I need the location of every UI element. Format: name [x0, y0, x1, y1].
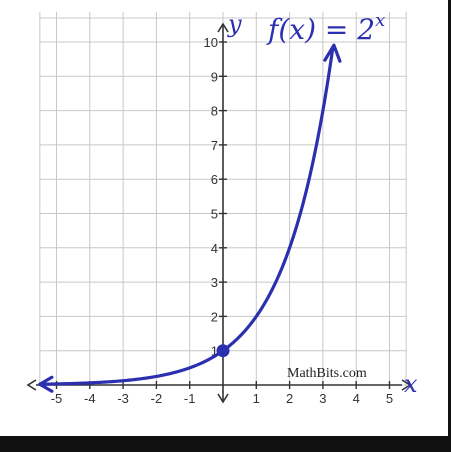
curve-line — [38, 45, 335, 386]
y-tick-label: 4 — [211, 241, 218, 256]
x-axis-arrows — [26, 379, 412, 391]
point-0-1 — [216, 344, 230, 358]
y-tick-label: 1 — [211, 344, 218, 359]
curve-arrow-left — [38, 375, 54, 393]
x-tick-label: 5 — [386, 391, 393, 406]
x-tick-label: -4 — [84, 391, 96, 406]
bottom-bar — [0, 436, 451, 452]
x-tick-labels: -5 -4 -3 -2 -1 1 2 3 4 5 — [51, 391, 393, 406]
x-tick-label: 1 — [253, 391, 260, 406]
y-tick-label: 10 — [204, 35, 218, 50]
y-tick-label: 9 — [211, 69, 218, 84]
y-tick-labels: 1 2 3 4 5 6 7 8 9 10 — [204, 35, 218, 359]
credit-label: MathBits.com — [287, 366, 367, 381]
y-tick-label: 8 — [211, 104, 218, 119]
function-label: f(x) = 2x — [266, 10, 385, 46]
x-axis-label: x — [404, 370, 418, 398]
curve-arrow-right — [323, 43, 342, 63]
function-label-base: f(x) = 2 — [266, 13, 375, 46]
function-label-exponent: x — [375, 10, 385, 31]
y-axis-label: y — [227, 10, 242, 38]
curve — [38, 43, 342, 393]
x-tick-label: -2 — [151, 391, 163, 406]
x-tick-label: -1 — [184, 391, 196, 406]
exponential-chart: -5 -4 -3 -2 -1 1 2 3 4 5 1 2 3 4 5 6 7 8 9 10 y x f(x) = 2… — [26, 10, 418, 406]
y-tick-label: 6 — [211, 172, 218, 187]
y-tick-label: 7 — [211, 138, 218, 153]
axes — [26, 22, 412, 404]
y-tick-label: 3 — [211, 275, 218, 290]
y-tick-label: 5 — [211, 207, 218, 222]
x-tick-label: -3 — [117, 391, 129, 406]
x-tick-label: 2 — [286, 391, 293, 406]
x-tick-label: -5 — [51, 391, 63, 406]
x-tick-label: 3 — [319, 391, 326, 406]
x-tick-label: 4 — [353, 391, 360, 406]
y-tick-label: 2 — [211, 309, 218, 324]
y-axis-arrows — [217, 22, 229, 404]
